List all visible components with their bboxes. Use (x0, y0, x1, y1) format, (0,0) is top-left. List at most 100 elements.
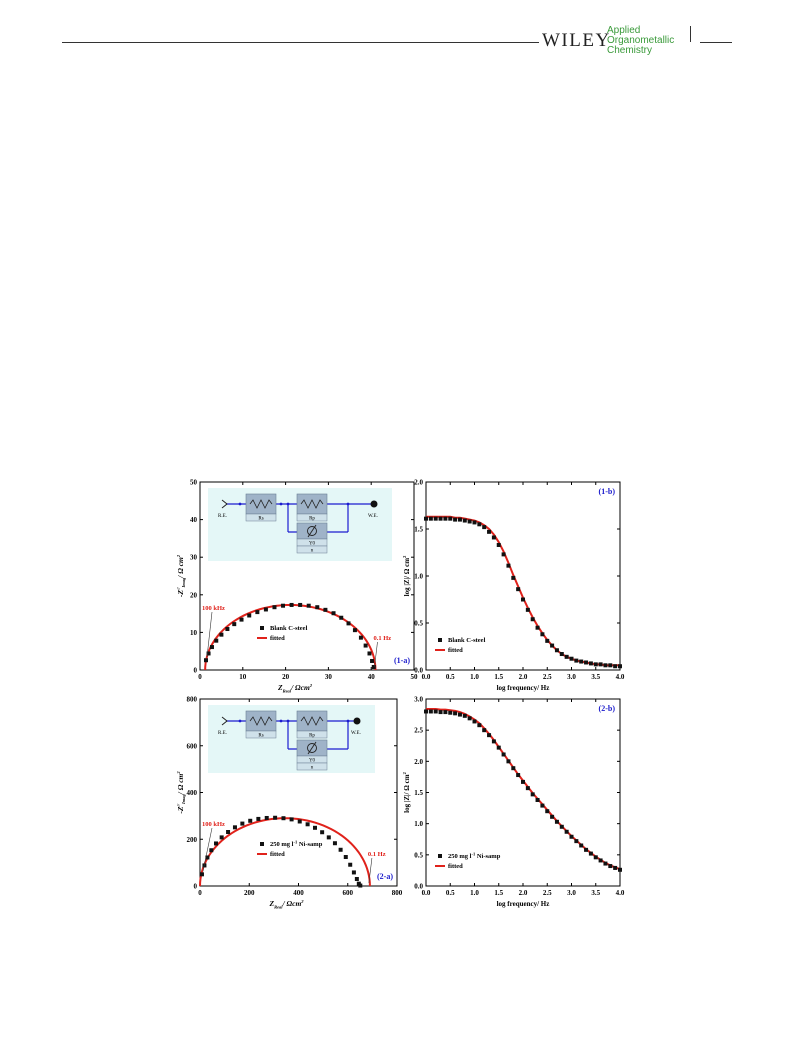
data-point (367, 651, 372, 656)
circuit-node (238, 502, 242, 506)
journal-line-3: Chemistry (607, 45, 653, 56)
publisher-logo: WILEY (539, 30, 614, 52)
resistor-icon (249, 716, 273, 726)
data-point (424, 709, 428, 714)
data-point (289, 602, 294, 607)
data-point (209, 848, 214, 853)
data-point (232, 825, 237, 830)
data-point (272, 605, 277, 610)
data-point (487, 733, 492, 738)
data-point (501, 552, 506, 557)
data-point (525, 607, 530, 612)
circuit-node (346, 719, 350, 723)
legend-marker (260, 626, 264, 630)
data-point (511, 575, 516, 580)
data-point (554, 648, 559, 653)
data-point (559, 824, 564, 829)
data-point (588, 851, 593, 856)
data-point (433, 709, 438, 714)
y-tick-label: 0 (194, 883, 198, 891)
data-point (348, 862, 353, 867)
data-point (482, 525, 487, 530)
data-point (593, 855, 598, 860)
data-point (438, 710, 443, 715)
x-tick-label: 3.5 (591, 673, 600, 681)
data-point (240, 821, 245, 826)
data-point (273, 815, 278, 820)
data-point (433, 516, 438, 521)
data-point (613, 664, 618, 669)
y-tick-label: 2.0 (414, 479, 423, 487)
y-tick-label: 0 (194, 667, 198, 675)
n-label-box (296, 762, 328, 771)
data-point (199, 872, 204, 877)
x-axis-label: log frequency/ Hz (497, 684, 550, 692)
x-tick-label: 0.0 (422, 889, 431, 897)
data-point (472, 520, 477, 525)
y-axis-label: -Z//Imag/ Ω cm2 (176, 554, 186, 597)
data-point (214, 841, 219, 846)
journal-line-1: Applied (607, 25, 641, 36)
data-point (370, 658, 375, 663)
data-point (264, 815, 269, 820)
y-tick-label: 0.0 (414, 883, 423, 891)
y-tick-label: 50 (190, 479, 198, 487)
y-tick-label: 0.0 (414, 667, 423, 675)
data-point (482, 728, 487, 733)
x-tick-label: 2.5 (543, 673, 552, 681)
circuit-node (279, 719, 283, 723)
data-point (608, 864, 613, 869)
x-tick-label: 0.5 (446, 673, 455, 681)
data-point (339, 615, 344, 620)
x-tick-label: 4.0 (616, 889, 625, 897)
data-point (559, 652, 564, 657)
data-point (550, 643, 555, 648)
data-point (326, 835, 331, 840)
x-tick-label: 0.5 (446, 889, 455, 897)
annotation-leader (374, 641, 378, 668)
rs-label-box (245, 730, 277, 739)
data-point (467, 519, 472, 524)
x-axis-label: ZReal/ Ωcm2 (268, 899, 304, 910)
data-point (281, 603, 286, 608)
data-point (574, 839, 579, 844)
data-point (351, 870, 356, 875)
x-tick-label: 0 (198, 889, 202, 897)
header-rule-right (700, 42, 732, 43)
data-point (535, 625, 540, 630)
x-tick-label: 4.0 (616, 673, 625, 681)
legend-marker (438, 854, 442, 858)
y-tick-label: 30 (190, 554, 198, 562)
data-point (516, 773, 521, 778)
data-point (438, 516, 443, 521)
rp-label: Rp (309, 517, 315, 522)
circuit-node (238, 719, 242, 723)
data-point (525, 786, 530, 791)
journal-line-2: Organometallic (607, 35, 675, 46)
circuit-node (286, 719, 290, 723)
data-point (579, 843, 584, 848)
x-tick-label: 200 (244, 889, 255, 897)
eis-figure: 0 10 20 30 40 50 0 10 20 30 40 50 (1-a) R.E. W.E. Rs Rp Y… (170, 470, 630, 915)
data-point (496, 745, 501, 750)
y-axis-label-group: log |Z|/ Ω cm2 (402, 771, 411, 812)
data-point (448, 516, 453, 521)
y-tick-label: 1.5 (414, 526, 423, 534)
x-tick-label: 2.0 (519, 889, 528, 897)
n-label: n (311, 766, 314, 771)
we-terminal-icon (370, 500, 378, 508)
y-tick-label: 40 (190, 516, 198, 524)
data-point (569, 834, 574, 839)
data-point (598, 662, 603, 667)
y-axis-label-group: -Z//Imag/ Ω cm2 (176, 554, 186, 597)
data-point (593, 662, 598, 667)
annotation-low-freq: 0.1 Hz (373, 635, 391, 642)
data-point (352, 628, 357, 633)
annotation-high-freq: 100 kHz (202, 605, 225, 612)
panel-2-b: 0.0 0.5 1.0 1.5 2.0 2.5 3.0 3.5 4.0 0.0 0.5 1.0 1.5 2… (402, 696, 625, 909)
data-point (467, 716, 472, 721)
data-point (457, 517, 462, 522)
y-tick-label: 2.0 (414, 758, 423, 766)
data-point (358, 635, 363, 640)
x-tick-label: 2.5 (543, 889, 552, 897)
